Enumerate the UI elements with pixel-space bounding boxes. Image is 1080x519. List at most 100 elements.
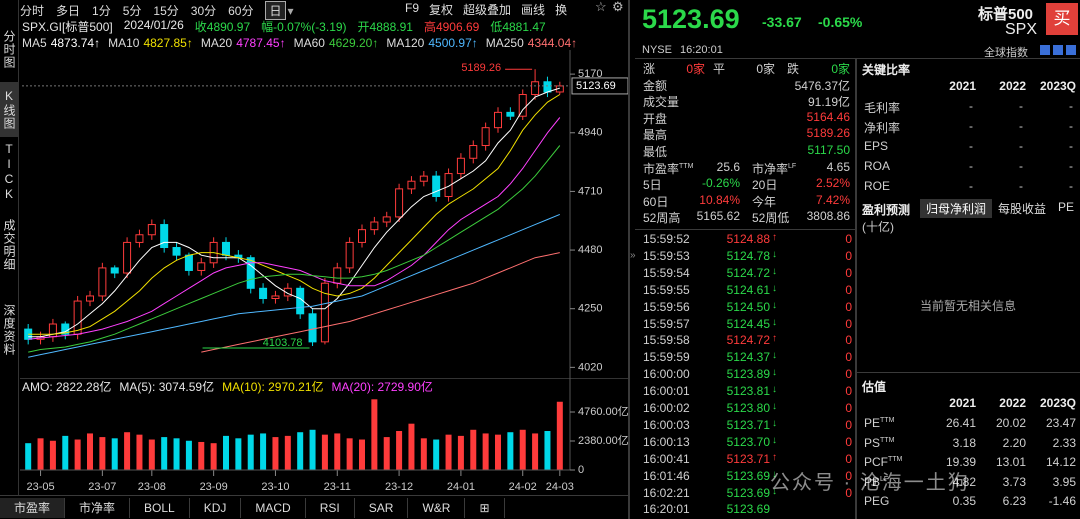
indicator-tab[interactable]: 市净率 — [65, 498, 131, 518]
share-icon[interactable] — [1066, 45, 1076, 55]
valuation-value: 0.35 — [952, 494, 976, 509]
ma-line — [28, 87, 560, 338]
volume-bar — [223, 435, 229, 470]
tool-button[interactable]: 换 — [555, 3, 568, 17]
indicator-tab[interactable]: SAR — [355, 498, 409, 518]
period-tab[interactable]: 1分 — [92, 4, 111, 18]
year-header: 2022 — [999, 396, 1026, 410]
side-tab[interactable]: 成交明细 — [2, 218, 16, 271]
indicator-tab[interactable]: MACD — [241, 498, 306, 518]
low-annotation: 4103.78 — [263, 337, 303, 349]
period-tab[interactable]: 30分 — [190, 4, 217, 18]
stat-cell: 涨 — [643, 62, 656, 76]
indicator-tab[interactable]: 市盈率 — [0, 498, 66, 518]
star-icon[interactable]: ☆ — [595, 0, 607, 14]
valuation-value: 13.01 — [995, 455, 1026, 470]
forecast-tab[interactable]: 归母净利润 — [920, 199, 993, 218]
valuation-value: 20.02 — [995, 416, 1026, 430]
index-name: 标普500 — [978, 6, 1034, 23]
y-tick-label: 4760.00亿 — [578, 405, 628, 418]
share-icon[interactable] — [1053, 45, 1063, 55]
share-icon[interactable] — [1040, 45, 1050, 55]
tool-button[interactable]: 超级叠加 — [463, 3, 512, 17]
last-price-label: 5123.69 — [576, 80, 616, 92]
volume-legend-item: AMO: 2822.28亿 — [22, 380, 112, 394]
stat-sup: TTM — [679, 162, 694, 170]
forecast-tab[interactable]: PE — [1058, 200, 1075, 214]
info-item: 2024/01/26 — [123, 18, 184, 32]
period-tab[interactable]: 日 — [265, 1, 286, 20]
tick-volume: 0 — [845, 333, 852, 348]
year-header: 2022 — [999, 79, 1026, 93]
side-tab[interactable]: TICK — [2, 142, 16, 202]
volume-bar — [210, 443, 217, 470]
tick-volume: 0 — [845, 232, 852, 246]
last-price-box — [571, 77, 628, 95]
volume-bar — [173, 438, 180, 470]
forecast-tab[interactable]: 每股收益 — [998, 202, 1047, 216]
indicator-tab[interactable]: RSI — [306, 498, 355, 518]
volume-bar — [124, 432, 131, 470]
tick-price: 5123.70 — [726, 434, 770, 449]
tool-button[interactable]: 画线 — [521, 3, 546, 17]
collapse-icon[interactable]: » — [630, 250, 636, 261]
volume-bar — [420, 438, 427, 470]
tick-arrow: ↑ — [772, 451, 777, 463]
indicator-tab[interactable]: BOLL — [130, 498, 190, 518]
ratio-value: - — [1069, 179, 1073, 193]
volume-bar — [87, 433, 93, 470]
ma-item: MA10 4827.85↑ — [108, 36, 193, 50]
tick-price: 5124.45 — [726, 316, 770, 331]
buy-button[interactable]: 买 — [1046, 3, 1078, 35]
period-tab[interactable]: 多日 — [56, 4, 81, 18]
tick-arrow: ↓ — [772, 417, 777, 429]
tick-arrow: ↓ — [772, 367, 777, 379]
ma-item: MA120 4500.97↑ — [386, 36, 477, 50]
valuation-value: 26.41 — [945, 416, 976, 430]
stat-cell: 52周低 — [752, 211, 790, 226]
stat-cell: 0家 — [686, 62, 705, 76]
side-tab[interactable]: K线图 — [0, 82, 18, 137]
watermark: 公众号 · 沧海一土狗 — [770, 472, 970, 494]
ma-value: 4827.85↑ — [143, 36, 193, 50]
section-title: 估值 — [862, 380, 887, 394]
ratio-value: - — [1019, 119, 1023, 133]
volume-bar — [148, 439, 155, 470]
volume-bar — [519, 429, 526, 470]
ratio-label: ROA — [864, 159, 891, 173]
tick-time: 16:00:13 — [643, 434, 690, 449]
stat-cell: -0.26% — [701, 176, 740, 191]
indicator-tab[interactable]: KDJ — [190, 498, 242, 518]
x-tick-label: 23-10 — [261, 481, 289, 493]
ma-name: MA250 — [485, 36, 524, 50]
info-item: 开4888.91 — [357, 20, 413, 34]
period-tab[interactable]: 5分 — [122, 4, 142, 18]
tool-button[interactable]: F9 — [405, 1, 420, 15]
tick-arrow: ↓ — [772, 401, 777, 412]
volume-bar — [198, 441, 205, 470]
period-tab[interactable]: 分时 — [20, 4, 45, 18]
divider — [20, 378, 628, 379]
y-tick-label: 4710 — [578, 185, 602, 197]
section-title: 关键比率 — [862, 63, 911, 77]
ma-line — [28, 94, 561, 335]
side-tab[interactable]: 深度资料 — [2, 303, 16, 356]
valuation-value: 4.82 — [952, 474, 976, 489]
period-tab[interactable]: 15分 — [153, 4, 179, 18]
dropdown-icon[interactable]: ▾ — [287, 3, 294, 18]
tick-price: 5123.69 — [726, 502, 770, 517]
volume-bar — [445, 434, 452, 470]
divider — [18, 0, 19, 495]
x-tick-label: 23-12 — [385, 481, 413, 493]
period-tab[interactable]: 60分 — [228, 4, 254, 18]
indicator-tab[interactable]: W&R — [408, 498, 466, 518]
candle-body — [86, 295, 94, 302]
side-tab[interactable]: 分时图 — [2, 30, 16, 69]
settings-icon[interactable]: ⚙ — [612, 0, 624, 14]
tick-volume: 0 — [845, 265, 852, 280]
valuation-value: 2.33 — [1052, 435, 1076, 450]
tool-button[interactable]: 复权 — [429, 3, 454, 17]
valuation-label: PEG — [864, 494, 890, 509]
indicator-tab[interactable]: ⊞ — [465, 498, 505, 518]
candle-body — [531, 81, 540, 96]
